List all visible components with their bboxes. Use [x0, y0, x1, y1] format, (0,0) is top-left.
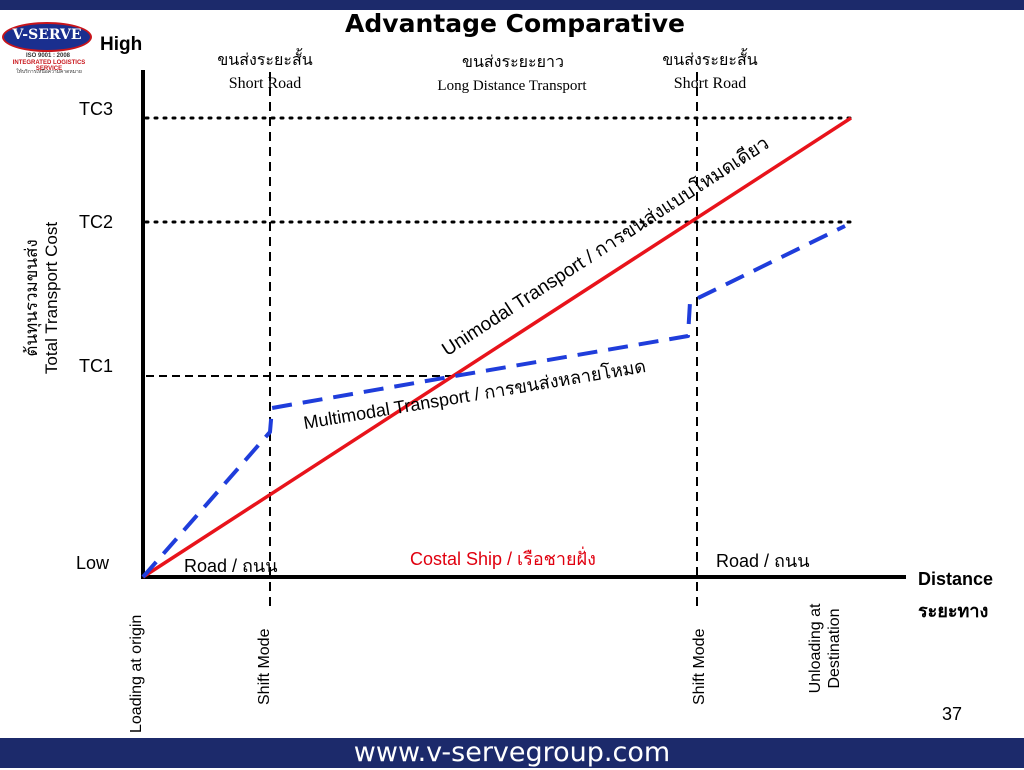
road-right-label: Road / ถนน — [716, 551, 810, 571]
multimodal-line — [141, 224, 846, 579]
segment-1-english: Short Road — [228, 75, 302, 92]
x-axis-label: Distance — [918, 569, 994, 589]
tc1-label: TC1 — [79, 356, 114, 376]
logo-oval — [2, 22, 92, 52]
segment-2-thai: ขนส่งระยะยาว — [462, 52, 564, 71]
segment-3-thai: ขนส่งระยะสั้น — [662, 50, 758, 69]
segment-3-english: Short Road — [673, 75, 747, 92]
x-point-shift-mode-left: Shift Mode — [256, 628, 273, 705]
y-axis-label-english: Total Transport Cost — [42, 221, 61, 375]
y-axis-high-label: High — [100, 34, 143, 55]
logo-iso: ISO 9001 : 2008 — [25, 53, 71, 59]
unimodal-line — [142, 116, 852, 579]
tc3-label: TC3 — [79, 99, 114, 119]
road-left-label: Road / ถนน — [184, 556, 278, 576]
footer-banner — [0, 738, 1024, 768]
footer-url: www.v-servegroup.com — [353, 737, 671, 768]
y-axis-label-thai: ต้นทุนรวมขนส่ง — [22, 239, 42, 357]
v-serve-logo: V-SERVE ISO 9001 : 2008 INTEGRATED LOGIS… — [2, 22, 96, 78]
logo-thai: ให้บริการเหนือความคาดหมาย — [16, 69, 82, 75]
y-axis-low-label: Low — [76, 553, 110, 573]
x-point-loading-origin: Loading at origin — [128, 614, 145, 733]
x-point-unloading-destination: Unloading at Destination — [807, 603, 843, 694]
x-point-shift-mode-right: Shift Mode — [691, 628, 708, 705]
segment-1-thai: ขนส่งระยะสั้น — [217, 50, 313, 69]
tc2-label: TC2 — [79, 212, 114, 232]
x-axis-label-thai: ระยะทาง — [918, 601, 989, 622]
top-banner — [0, 0, 1024, 10]
slide-title: Advantage Comparative — [345, 9, 685, 38]
logo-tagline: INTEGRATED LOGISTICS SERVICE — [12, 60, 86, 72]
coastal-ship-label: Costal Ship / เรือชายฝั่ง — [410, 549, 596, 569]
segment-2-english: Long Distance Transport — [437, 78, 587, 94]
cost-diagram — [141, 70, 906, 612]
page-number: 37 — [942, 704, 963, 724]
logo-brand: V-SERVE — [12, 27, 82, 43]
